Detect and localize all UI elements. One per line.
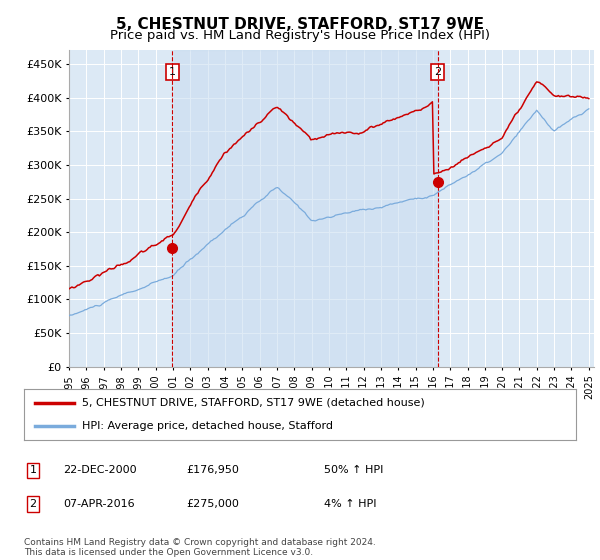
- Text: 50% ↑ HPI: 50% ↑ HPI: [324, 465, 383, 475]
- Text: £275,000: £275,000: [186, 499, 239, 509]
- Text: 2: 2: [434, 67, 441, 77]
- Text: 1: 1: [169, 67, 176, 77]
- Text: 1: 1: [29, 465, 37, 475]
- Text: 5, CHESTNUT DRIVE, STAFFORD, ST17 9WE (detached house): 5, CHESTNUT DRIVE, STAFFORD, ST17 9WE (d…: [82, 398, 425, 408]
- Text: 5, CHESTNUT DRIVE, STAFFORD, ST17 9WE: 5, CHESTNUT DRIVE, STAFFORD, ST17 9WE: [116, 17, 484, 32]
- Text: HPI: Average price, detached house, Stafford: HPI: Average price, detached house, Staf…: [82, 421, 333, 431]
- Bar: [172, 50, 437, 367]
- Text: Contains HM Land Registry data © Crown copyright and database right 2024.
This d: Contains HM Land Registry data © Crown c…: [24, 538, 376, 557]
- Text: 07-APR-2016: 07-APR-2016: [63, 499, 134, 509]
- Text: 22-DEC-2000: 22-DEC-2000: [63, 465, 137, 475]
- Text: Price paid vs. HM Land Registry's House Price Index (HPI): Price paid vs. HM Land Registry's House …: [110, 29, 490, 42]
- Text: £176,950: £176,950: [186, 465, 239, 475]
- Text: 2: 2: [29, 499, 37, 509]
- Text: 4% ↑ HPI: 4% ↑ HPI: [324, 499, 377, 509]
